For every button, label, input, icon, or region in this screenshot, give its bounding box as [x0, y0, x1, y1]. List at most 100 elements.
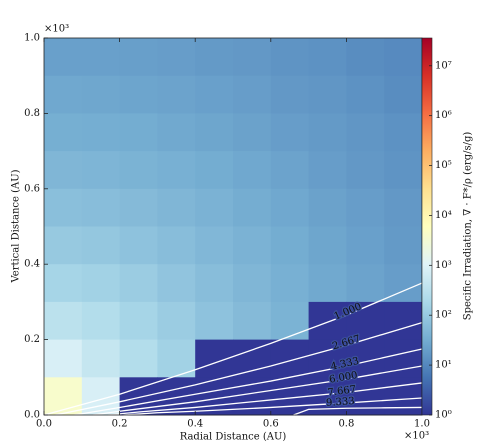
heatmap-cell — [195, 151, 234, 190]
heatmap-cell — [195, 264, 234, 303]
heatmap-cell — [119, 38, 158, 77]
contour-line — [108, 382, 423, 416]
colorbar-tick-label: 10³ — [435, 260, 452, 271]
heatmap-cell — [384, 301, 423, 341]
heatmap-cell — [270, 301, 310, 341]
colorbar — [421, 37, 433, 416]
y-tick-label: 0.2 — [24, 334, 40, 345]
heatmap-cell — [346, 113, 385, 152]
heatmap-cell — [81, 75, 121, 114]
heatmap-cell — [119, 188, 158, 227]
heatmap-cell — [157, 226, 196, 265]
x-tick-label: 0.0 — [36, 419, 52, 430]
heatmap-cell — [44, 75, 83, 114]
contour-label: 9.333 — [326, 396, 355, 409]
heatmap-cell — [119, 301, 158, 341]
heatmap-cell — [308, 75, 347, 114]
heatmap-cell — [308, 264, 347, 303]
x-tick-label: 0.4 — [187, 419, 203, 430]
heatmap-cell — [384, 38, 423, 77]
heatmap-cell — [119, 75, 158, 114]
colorbar-label: Specific Irradiation, ∇ · F*/ρ (erg/s/g) — [463, 132, 474, 321]
heatmap-cell — [195, 301, 234, 341]
colorbar-tick-label: 10⁴ — [435, 210, 452, 221]
heatmap-cell — [308, 188, 347, 227]
heatmap-cell — [44, 113, 83, 152]
heatmap-cell — [157, 38, 196, 77]
heatmap-cell — [44, 264, 83, 303]
heatmap-cell — [157, 188, 196, 227]
contour-line — [43, 282, 423, 416]
y-tick-label: 0.6 — [24, 183, 40, 194]
heatmap-cell — [308, 113, 347, 152]
heatmap-cell — [233, 75, 272, 114]
contour-line — [93, 365, 423, 416]
heatmap-cell — [270, 188, 310, 227]
heatmap-cell — [346, 151, 385, 190]
y-tick-label: 1.0 — [24, 33, 40, 44]
heatmap-cell — [157, 113, 196, 152]
heatmap-cell — [195, 38, 234, 77]
heatmap-cell — [233, 188, 272, 227]
heatmap-cell — [195, 75, 234, 114]
contour-label: 7.667 — [327, 384, 357, 398]
heatmap-cell — [384, 226, 423, 265]
y-tick-label: 0.0 — [24, 410, 40, 421]
heatmap-cell — [195, 113, 234, 152]
colorbar-tick-label: 10⁰ — [435, 410, 452, 421]
contour-line — [293, 406, 423, 416]
heatmap-cell — [157, 264, 196, 303]
heatmap-cell — [308, 226, 347, 265]
heatmap-cell — [270, 75, 310, 114]
heatmap-cell — [308, 38, 347, 77]
heatmap-cell — [44, 226, 83, 265]
heatmap-cell — [119, 264, 158, 303]
heatmap-cell — [157, 151, 196, 190]
y-tick-label: 0.4 — [24, 259, 40, 270]
heatmap-cell — [44, 151, 83, 190]
heatmap-cell — [233, 301, 272, 341]
heatmap-cell — [233, 113, 272, 152]
heatmap-cell — [233, 377, 272, 416]
contour-line — [74, 348, 423, 416]
x-tick-label: 0.2 — [112, 419, 128, 430]
colorbar-tick-label: 10¹ — [435, 360, 452, 371]
y-axis-label: Vertical Distance (AU) — [11, 169, 22, 283]
heatmap-cell — [81, 113, 121, 152]
heatmap-cell — [81, 301, 121, 341]
y-multiplier: ×10³ — [44, 24, 69, 35]
heatmap-cell — [308, 339, 347, 378]
heatmap-cell — [270, 38, 310, 77]
colorbar-tick-label: 10⁵ — [435, 160, 452, 171]
contour-line — [123, 397, 423, 416]
heatmap-cell — [384, 75, 423, 114]
heatmap-cell — [346, 226, 385, 265]
heatmap-cell — [346, 264, 385, 303]
heatmap-cell — [346, 377, 385, 416]
heatmap-cell — [346, 301, 385, 341]
heatmap-cell — [346, 38, 385, 77]
heatmap-cell — [44, 38, 83, 77]
heatmap-cell — [44, 339, 83, 378]
colorbar-tick-label: 10⁶ — [435, 110, 452, 121]
x-tick-label: 0.6 — [263, 419, 279, 430]
heatmap-cell — [233, 226, 272, 265]
heatmap-cell — [119, 339, 158, 378]
heatmap-cell — [81, 38, 121, 77]
heatmap-cell — [119, 151, 158, 190]
heatmap-cell — [384, 188, 423, 227]
heatmap-cell — [270, 339, 310, 378]
heatmap-cell — [270, 151, 310, 190]
heatmap-cell — [81, 339, 121, 378]
heatmap-cell — [81, 188, 121, 227]
heatmap-cell — [195, 188, 234, 227]
x-axis-label: Radial Distance (AU) — [180, 432, 287, 443]
heatmap-cell — [308, 301, 347, 341]
contour-line — [55, 322, 423, 416]
heatmap-cell — [157, 301, 196, 341]
heatmap-cell — [44, 301, 83, 341]
heatmap-cell — [233, 264, 272, 303]
heatmap-cell — [233, 151, 272, 190]
